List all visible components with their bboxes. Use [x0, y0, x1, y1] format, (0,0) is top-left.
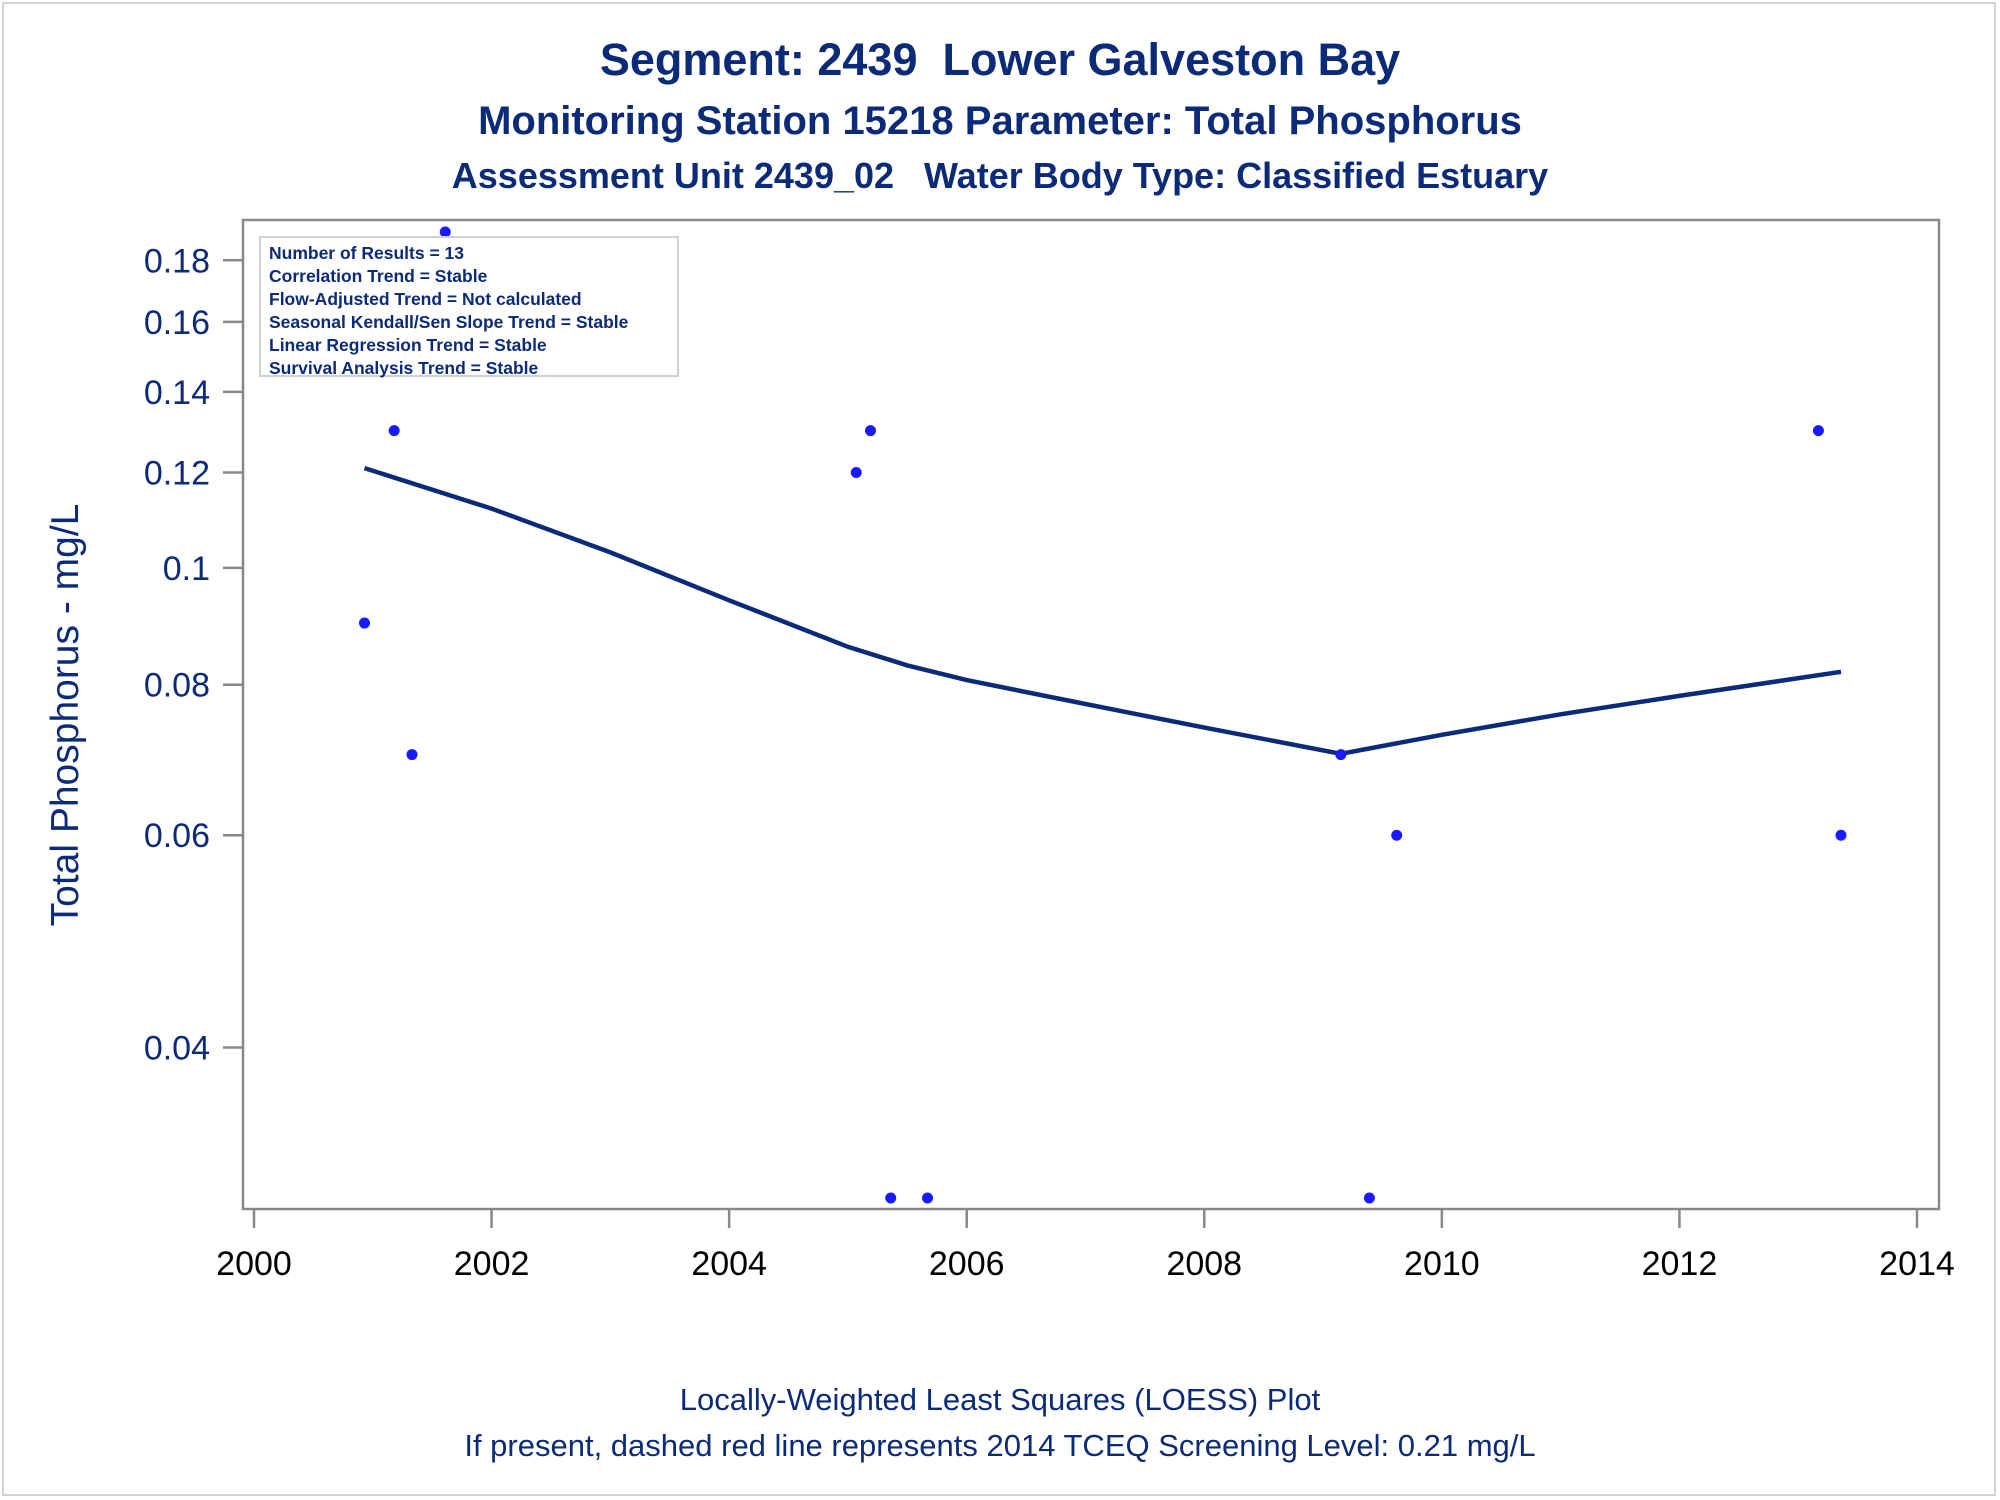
x-tick-label: 2006: [929, 1245, 1005, 1283]
y-tick-label: 0.06: [144, 817, 210, 855]
x-tick-label: 2012: [1642, 1245, 1718, 1283]
data-point: [1391, 829, 1403, 841]
x-tick-label: 2000: [216, 1245, 292, 1283]
stat-linear-regression-trend: Linear Regression Trend = Stable: [269, 335, 547, 355]
y-tick-label: 0.04: [144, 1029, 210, 1067]
stat-correlation-trend: Correlation Trend = Stable: [269, 266, 488, 286]
y-axis-title: Total Phosphorus - mg/L: [44, 504, 87, 927]
chart-subtitle-2: Assessment Unit 2439_02 Water Body Type:…: [451, 155, 1549, 196]
chart-subtitle: Monitoring Station 15218 Parameter: Tota…: [478, 99, 1522, 143]
x-tick-label: 2010: [1404, 1245, 1480, 1283]
chart-title: Segment: 2439 Lower Galveston Bay: [599, 34, 1401, 85]
data-point: [439, 226, 451, 238]
data-point: [885, 1192, 897, 1204]
stat-number-of-results: Number of Results = 13: [269, 243, 464, 263]
data-point: [406, 749, 418, 761]
x-axis: 2000 2002 2004 2006 2008 2010 2012 2014: [216, 1209, 1955, 1283]
x-tick-label: 2014: [1879, 1245, 1955, 1283]
data-point: [1835, 829, 1847, 841]
stat-flow-adjusted-trend: Flow-Adjusted Trend = Not calculated: [269, 289, 582, 309]
y-tick-label: 0.1: [163, 550, 210, 588]
footnote-screening-level: If present, dashed red line represents 2…: [464, 1428, 1536, 1463]
trend-stats-box: Number of Results = 13 Correlation Trend…: [259, 236, 679, 378]
data-point: [850, 466, 862, 478]
y-tick-label: 0.14: [144, 374, 210, 412]
data-points: [358, 226, 1847, 1204]
y-tick-label: 0.16: [144, 304, 210, 342]
data-point: [922, 1192, 934, 1204]
data-point: [1812, 425, 1824, 437]
y-axis: 0.04 0.06 0.08 0.1 0.12 0.14 0.16 0.18: [144, 242, 243, 1067]
y-tick-label: 0.18: [144, 242, 210, 280]
y-tick-label: 0.12: [144, 454, 210, 492]
data-point: [358, 617, 370, 629]
loess-line: [363, 465, 1842, 757]
data-point: [864, 425, 876, 437]
footnote-loess: Locally-Weighted Least Squares (LOESS) P…: [679, 1382, 1321, 1417]
x-tick-label: 2002: [454, 1245, 530, 1283]
x-tick-label: 2004: [691, 1245, 767, 1283]
stat-survival-analysis-trend: Survival Analysis Trend = Stable: [269, 358, 539, 378]
data-point: [1335, 749, 1347, 761]
stat-seasonal-kendall-trend: Seasonal Kendall/Sen Slope Trend = Stabl…: [269, 312, 629, 332]
data-point: [1363, 1192, 1375, 1204]
x-tick-label: 2008: [1166, 1245, 1242, 1283]
y-tick-label: 0.08: [144, 667, 210, 705]
plot-area: [241, 218, 1941, 1211]
data-point: [388, 425, 400, 437]
